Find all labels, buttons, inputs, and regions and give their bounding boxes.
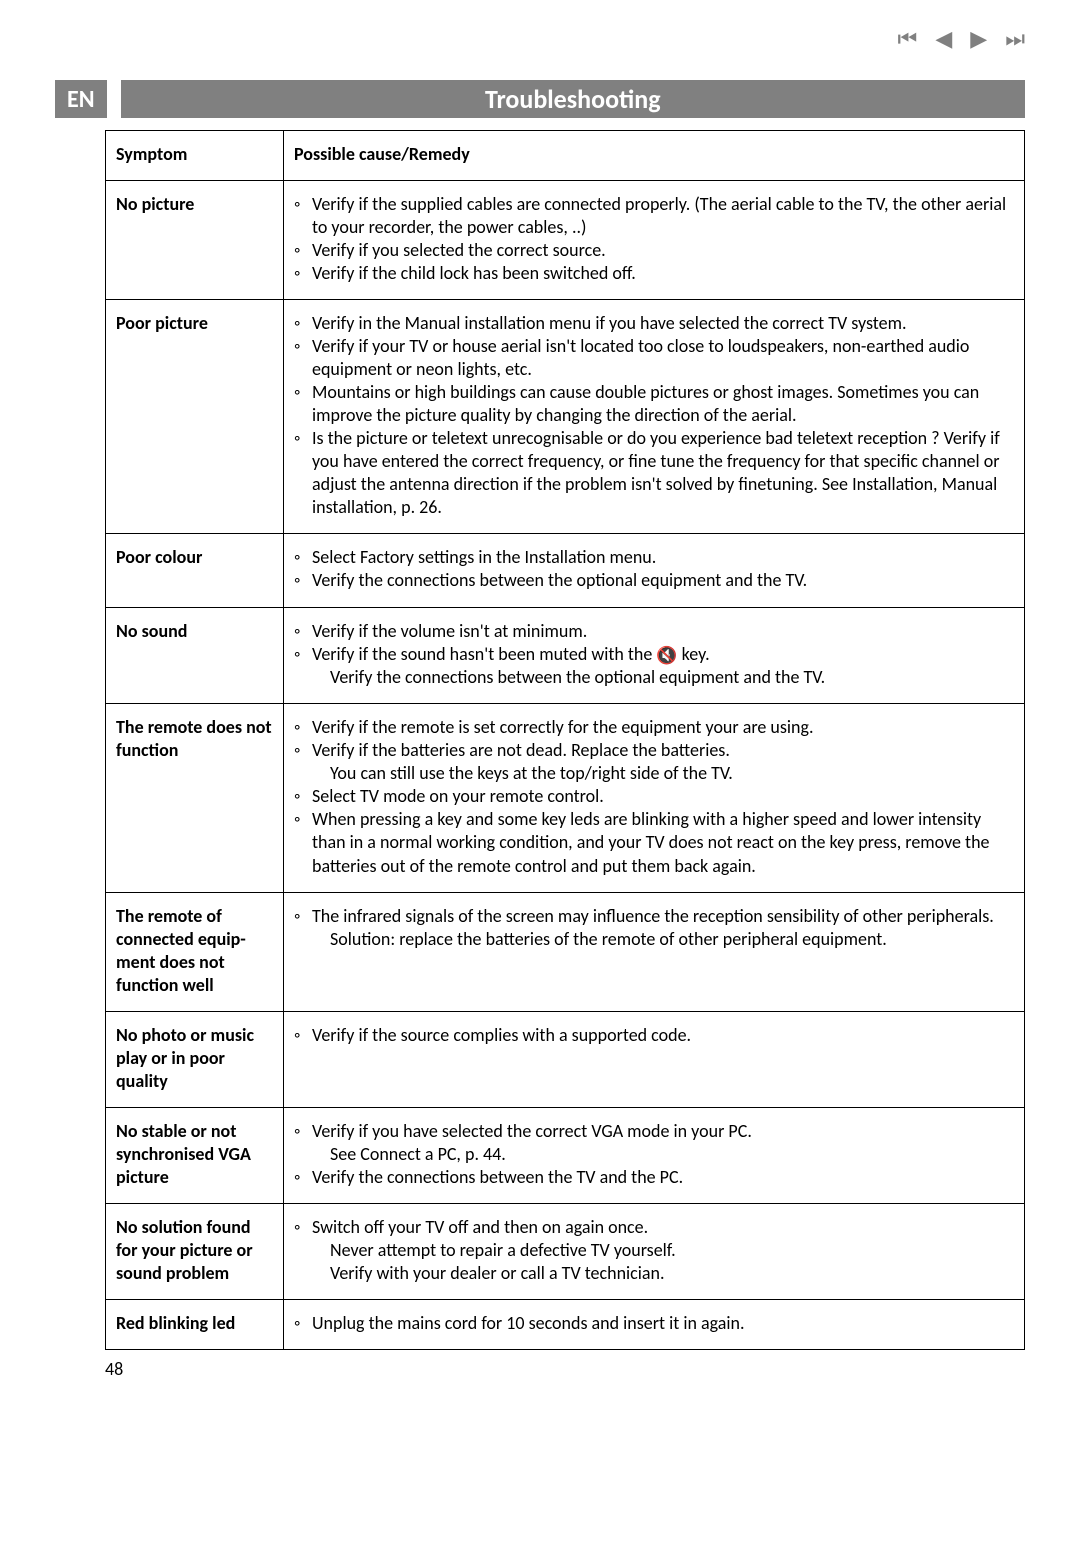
table-row: No picture Verify if the supplied cables… — [106, 181, 1025, 300]
symptom-cell: No stable or not synchronised VGA pictur… — [106, 1107, 284, 1203]
remedy-item: Verify if the volume isn't at minimum. — [294, 620, 1014, 643]
remedy-item: Switch off your TV off and then on again… — [294, 1216, 1014, 1285]
symptom-cell: The remote of connected equip-ment does … — [106, 892, 284, 1011]
table-row: Red blinking led Unplug the mains cord f… — [106, 1299, 1025, 1349]
remedy-cell: Select Factory settings in the Installat… — [284, 534, 1025, 607]
symptom-cell: Poor picture — [106, 300, 284, 534]
table-header-row: Symptom Possible cause/Remedy — [106, 131, 1025, 181]
table-row: Poor colour Select Factory settings in t… — [106, 534, 1025, 607]
page-title: Troubleshooting — [121, 80, 1025, 118]
remedy-cell: Verify if the source complies with a sup… — [284, 1011, 1025, 1107]
next-page-icon[interactable]: ▶ — [970, 28, 987, 50]
remedy-item: Verify if the sound hasn't been muted wi… — [294, 643, 1014, 690]
remedy-item: Select TV mode on your remote control. — [294, 785, 1014, 808]
remedy-cell: The infrared signals of the screen may i… — [284, 892, 1025, 1011]
remedy-cell: Verify if the supplied cables are connec… — [284, 181, 1025, 300]
symptom-cell: No sound — [106, 607, 284, 704]
pdf-nav-controls: ⏮ ◀ ▶ ⏭ — [898, 28, 1025, 50]
remedy-item: Verify if you have selected the correct … — [294, 1120, 1014, 1166]
troubleshooting-table-wrap: Symptom Possible cause/Remedy No picture… — [105, 130, 1025, 1350]
table-row: The remote does not function Verify if t… — [106, 704, 1025, 892]
symptom-cell: No photo or music play or in poor qualit… — [106, 1011, 284, 1107]
remedy-cell: Switch off your TV off and then on again… — [284, 1203, 1025, 1299]
prev-page-icon[interactable]: ◀ — [935, 28, 952, 50]
last-page-icon[interactable]: ⏭ — [1005, 28, 1025, 50]
remedy-item: Verify if your TV or house aerial isn't … — [294, 335, 1014, 381]
symptom-cell: The remote does not function — [106, 704, 284, 892]
remedy-cell: Unplug the mains cord for 10 seconds and… — [284, 1299, 1025, 1349]
page-header: EN Troubleshooting — [55, 80, 1080, 118]
remedy-item: Verify if the child lock has been switch… — [294, 262, 1014, 285]
first-page-icon[interactable]: ⏮ — [898, 28, 918, 50]
remedy-item: The infrared signals of the screen may i… — [294, 905, 1014, 951]
remedy-item: Verify the connections between the TV an… — [294, 1166, 1014, 1189]
remedy-cell: Verify in the Manual installation menu i… — [284, 300, 1025, 534]
remedy-cell: Verify if you have selected the correct … — [284, 1107, 1025, 1203]
symptom-cell: Red blinking led — [106, 1299, 284, 1349]
troubleshooting-table: Symptom Possible cause/Remedy No picture… — [105, 130, 1025, 1350]
language-tab: EN — [55, 80, 107, 118]
remedy-item: Mountains or high buildings can cause do… — [294, 381, 1014, 427]
header-remedy: Possible cause/Remedy — [284, 131, 1025, 181]
remedy-item: Verify if the remote is set correctly fo… — [294, 716, 1014, 739]
remedy-cell: Verify if the volume isn't at minimum. V… — [284, 607, 1025, 704]
remedy-item: Is the picture or teletext unrecognisabl… — [294, 427, 1014, 519]
remedy-cell: Verify if the remote is set correctly fo… — [284, 704, 1025, 892]
page-number: 48 — [105, 1358, 123, 1380]
remedy-item: Unplug the mains cord for 10 seconds and… — [294, 1312, 1014, 1335]
table-row: No photo or music play or in poor qualit… — [106, 1011, 1025, 1107]
table-row: No sound Verify if the volume isn't at m… — [106, 607, 1025, 704]
table-row: The remote of connected equip-ment does … — [106, 892, 1025, 1011]
table-row: No stable or not synchronised VGA pictur… — [106, 1107, 1025, 1203]
header-symptom: Symptom — [106, 131, 284, 181]
remedy-item: Verify if you selected the correct sourc… — [294, 239, 1014, 262]
remedy-item: Select Factory settings in the Installat… — [294, 546, 1014, 569]
table-row: Poor picture Verify in the Manual instal… — [106, 300, 1025, 534]
remedy-item: Verify the connections between the optio… — [294, 569, 1014, 592]
remedy-item: Verify if the supplied cables are connec… — [294, 193, 1014, 239]
remedy-item: When pressing a key and some key leds ar… — [294, 808, 1014, 877]
table-row: No solution found for your picture or so… — [106, 1203, 1025, 1299]
mute-icon: 🔇 — [656, 645, 677, 666]
symptom-cell: No picture — [106, 181, 284, 300]
remedy-item: Verify in the Manual installation menu i… — [294, 312, 1014, 335]
remedy-item: Verify if the batteries are not dead. Re… — [294, 739, 1014, 785]
symptom-cell: Poor colour — [106, 534, 284, 607]
remedy-item: Verify if the source complies with a sup… — [294, 1024, 1014, 1047]
symptom-cell: No solution found for your picture or so… — [106, 1203, 284, 1299]
